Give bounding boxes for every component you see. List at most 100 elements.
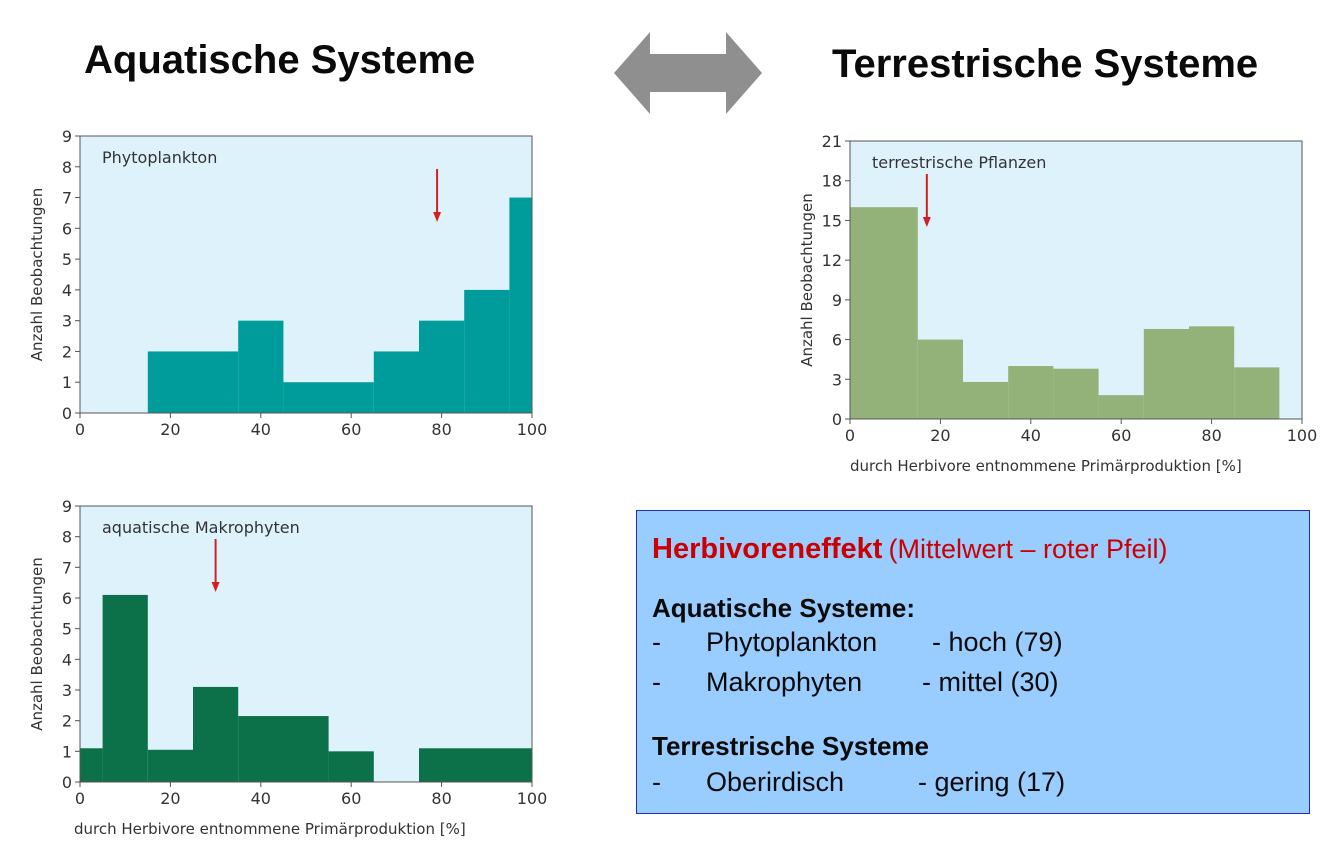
heading-aquatic: Aquatische Systeme	[84, 38, 476, 82]
plot-frame	[79, 135, 533, 414]
row-name: Oberirdisch	[706, 767, 845, 797]
mean-arrow-head	[211, 582, 220, 592]
y-tick-label: 1	[62, 373, 72, 392]
y-tick-label: 3	[62, 681, 72, 700]
x-tick-label: 80	[1201, 426, 1221, 445]
x-tick-label: 40	[251, 420, 271, 439]
histogram-terrestrial-plants: 0 3 6 9 12 15 18 21 0 20 40 60 80 100 Anzahl Beobachtu…	[798, 132, 1318, 475]
y-tick-label: 3	[62, 312, 72, 331]
double-arrow-icon	[614, 32, 762, 114]
histogram-bar	[147, 749, 193, 782]
panel-label: terrestrische Pflanzen	[872, 153, 1046, 172]
histogram-bar	[464, 289, 510, 413]
y-tick-label: 21	[822, 132, 842, 151]
x-axis-label: durch Herbivore entnommene Primärprodukt…	[74, 820, 466, 838]
histogram-aquatic-macrophytes: 0 1 2 3 4 5 6 7 8 9 0 20 40 60 80 100 Anzahl Beobachtung…	[28, 497, 548, 838]
y-tick-label: 4	[62, 281, 72, 300]
row-name: Makrophyten	[706, 667, 863, 697]
histogram-bar	[328, 751, 374, 782]
x-tick-label: 0	[75, 789, 85, 808]
infobox-heading-aquatic: Aquatische Systeme:	[652, 593, 915, 623]
histogram-bar	[1189, 326, 1235, 419]
x-tick-label: 40	[251, 789, 271, 808]
mean-arrow-head	[922, 217, 931, 227]
y-tick-label: 15	[822, 211, 842, 230]
histogram-phytoplankton: 0 1 2 3 4 5 6 7 8 9 0 20 40 60 80 100 Anzahl Beobachtung…	[28, 127, 548, 439]
histogram-bar	[1053, 368, 1099, 419]
y-tick-label: 6	[832, 331, 842, 350]
histogram-bar	[102, 594, 148, 782]
y-tick-label: 8	[62, 158, 72, 177]
panel-label: aquatische Makrophyten	[102, 518, 300, 537]
y-tick-label: 9	[62, 497, 72, 516]
y-tick-label: 1	[62, 742, 72, 761]
x-tick-label: 100	[1287, 426, 1318, 445]
histogram-bar	[147, 351, 239, 413]
y-tick-label: 0	[62, 773, 72, 792]
histogram-bar	[963, 381, 1009, 419]
y-tick-label: 6	[62, 589, 72, 608]
histogram-bar	[419, 748, 532, 782]
y-tick-label: 7	[62, 189, 72, 208]
x-tick-label: 100	[517, 789, 548, 808]
y-tick-label: 2	[62, 712, 72, 731]
histogram-bar	[419, 320, 465, 413]
y-axis-label: Anzahl Beobachtungen	[28, 188, 46, 362]
y-tick-label: 5	[62, 250, 72, 269]
histogram-bar	[509, 197, 532, 413]
y-tick-label: 7	[62, 558, 72, 577]
histogram-bar	[238, 320, 284, 413]
x-tick-label: 60	[1111, 426, 1131, 445]
x-tick-label: 40	[1021, 426, 1041, 445]
histogram-bar	[193, 686, 239, 782]
x-tick-label: 60	[341, 420, 361, 439]
y-tick-label: 3	[832, 370, 842, 389]
plot-frame	[849, 140, 1303, 420]
infobox-title-sub: (Mittelwert – roter Pfeil)	[888, 534, 1168, 564]
x-tick-label: 20	[160, 420, 180, 439]
y-tick-label: 8	[62, 528, 72, 547]
histogram-bar	[1008, 366, 1054, 419]
infobox-title: Herbivoreneffekt (Mittelwert – roter Pfei…	[652, 533, 1168, 566]
y-axis-label: Anzahl Beobachtungen	[28, 557, 46, 731]
mean-arrow-head	[433, 212, 442, 222]
herbivore-effect-infobox: Herbivoreneffekt (Mittelwert – roter Pfei…	[636, 510, 1310, 814]
histogram-bar	[238, 716, 329, 782]
histogram-bar	[373, 351, 419, 413]
histogram-bar	[1098, 395, 1144, 419]
histogram-bar	[917, 339, 963, 419]
row-dash: -	[652, 767, 661, 797]
x-tick-label: 100	[517, 420, 548, 439]
x-tick-label: 60	[341, 789, 361, 808]
histogram-bar	[1234, 367, 1280, 419]
row-dash: -	[652, 627, 661, 657]
row-value: - hoch (79)	[932, 627, 1063, 657]
y-axis-label: Anzahl Beobachtungen	[798, 193, 816, 367]
panel-label: Phytoplankton	[102, 148, 217, 167]
infobox-title-main: Herbivoreneffekt	[652, 533, 883, 565]
row-name: Phytoplankton	[706, 627, 878, 657]
histogram-bar	[1143, 328, 1189, 419]
histogram-bar	[80, 748, 103, 782]
row-value: - gering (17)	[918, 767, 1066, 797]
x-tick-label: 0	[845, 426, 855, 445]
row-value: - mittel (30)	[922, 667, 1059, 697]
y-tick-label: 2	[62, 342, 72, 361]
y-tick-label: 9	[832, 291, 842, 310]
infobox-heading-terrestrial: Terrestrische Systeme	[652, 731, 930, 761]
y-tick-label: 0	[62, 404, 72, 423]
y-tick-label: 9	[62, 127, 72, 146]
x-tick-label: 20	[160, 789, 180, 808]
x-axis-label: durch Herbivore entnommene Primärprodukt…	[850, 457, 1242, 475]
y-tick-label: 12	[822, 251, 842, 270]
histogram-bar	[283, 382, 374, 413]
plot-frame	[79, 505, 533, 783]
histogram-bar	[850, 207, 918, 419]
x-tick-label: 20	[930, 426, 950, 445]
y-tick-label: 4	[62, 650, 72, 669]
y-tick-label: 0	[832, 410, 842, 429]
y-tick-label: 5	[62, 620, 72, 639]
y-tick-label: 6	[62, 219, 72, 238]
x-tick-label: 80	[431, 789, 451, 808]
y-tick-label: 18	[822, 172, 842, 191]
